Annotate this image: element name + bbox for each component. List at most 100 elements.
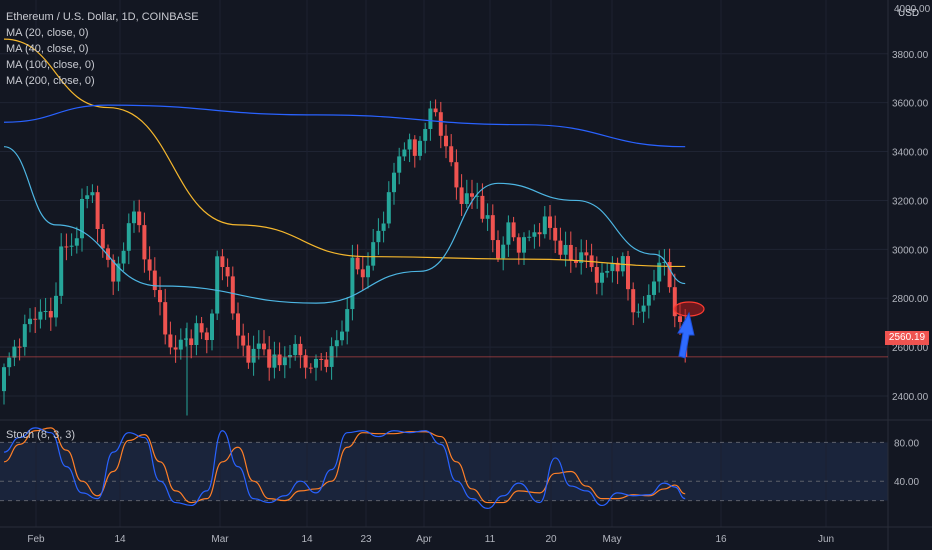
price-tick-label: 3400.00 bbox=[892, 148, 929, 159]
candle-body bbox=[189, 338, 194, 346]
candle-body bbox=[230, 276, 235, 314]
price-tick-label: 3600.00 bbox=[892, 99, 929, 110]
candle-body bbox=[64, 246, 69, 248]
candle-body bbox=[282, 357, 287, 366]
candle-body bbox=[360, 269, 365, 278]
candle-body bbox=[210, 313, 214, 341]
candle-body bbox=[433, 108, 438, 113]
candle-body bbox=[667, 262, 672, 288]
candle-body bbox=[314, 358, 318, 368]
candle-body bbox=[376, 230, 381, 243]
time-tick-label: Jun bbox=[818, 534, 834, 545]
price-tick-label: 3000.00 bbox=[892, 245, 929, 256]
legend-ma100[interactable]: MA (100, close, 0) bbox=[6, 59, 95, 71]
candle-body bbox=[126, 223, 131, 251]
time-tick-label: 14 bbox=[301, 534, 313, 545]
candle-body bbox=[298, 343, 303, 356]
candle-body bbox=[241, 335, 246, 346]
price-tick-label: 4000.00 bbox=[894, 4, 931, 15]
candle-body bbox=[33, 318, 38, 320]
legend-ma20[interactable]: MA (20, close, 0) bbox=[6, 27, 89, 39]
candle-body bbox=[225, 267, 230, 277]
time-tick-label: 11 bbox=[485, 534, 496, 545]
candle-body bbox=[324, 359, 329, 367]
time-tick-label: 23 bbox=[360, 534, 372, 545]
candle-body bbox=[340, 331, 344, 341]
stoch-band bbox=[0, 442, 888, 501]
candle-body bbox=[428, 108, 433, 129]
candle-body bbox=[522, 237, 526, 253]
candle-body bbox=[449, 146, 454, 163]
candle-body bbox=[444, 135, 448, 147]
candle-body bbox=[147, 259, 152, 271]
candle-body bbox=[475, 195, 480, 197]
candle-body bbox=[43, 311, 48, 313]
candle-body bbox=[7, 357, 12, 368]
time-tick-label: Mar bbox=[211, 534, 229, 545]
symbol-title[interactable]: Ethereum / U.S. Dollar, 1D, COINBASE bbox=[6, 11, 199, 23]
candle-body bbox=[501, 244, 506, 259]
candle-body bbox=[236, 313, 240, 336]
last-price-badge: 2560.19 bbox=[885, 331, 929, 345]
candle-body bbox=[2, 367, 6, 392]
candle-body bbox=[579, 252, 584, 263]
legend-ma40[interactable]: MA (40, close, 0) bbox=[6, 43, 89, 55]
candle-body bbox=[319, 358, 324, 360]
candles bbox=[2, 99, 688, 416]
candle-body bbox=[38, 311, 43, 320]
candle-body bbox=[152, 270, 157, 291]
candle-body bbox=[511, 222, 516, 238]
candle-body bbox=[17, 346, 22, 348]
candle-body bbox=[584, 252, 589, 256]
candle-body bbox=[116, 263, 121, 282]
legend-ma200[interactable]: MA (200, close, 0) bbox=[6, 75, 95, 87]
ma100-line bbox=[3, 38, 686, 268]
price-tick-label: 3800.00 bbox=[892, 50, 929, 61]
candle-body bbox=[490, 215, 495, 241]
candle-body bbox=[288, 355, 292, 358]
stoch-tick-label: 80.00 bbox=[894, 438, 919, 449]
candle-body bbox=[594, 267, 599, 283]
candle-body bbox=[636, 311, 641, 313]
candle-body bbox=[381, 223, 386, 231]
candle-body bbox=[194, 323, 199, 346]
candle-body bbox=[163, 302, 168, 335]
candle-body bbox=[574, 260, 578, 263]
time-tick-label: 20 bbox=[545, 534, 557, 545]
candle-body bbox=[626, 256, 630, 290]
candle-body bbox=[334, 340, 339, 347]
candle-body bbox=[438, 112, 443, 136]
candle-body bbox=[418, 140, 422, 156]
candle-body bbox=[308, 367, 313, 369]
time-tick-label: May bbox=[603, 534, 622, 545]
ma20-line bbox=[3, 104, 686, 148]
stoch-tick-label: 40.00 bbox=[894, 477, 919, 488]
candle-body bbox=[678, 316, 682, 322]
candle-body bbox=[132, 211, 136, 224]
candle-body bbox=[293, 343, 298, 356]
price-tick-label: 2400.00 bbox=[892, 392, 929, 403]
candle-body bbox=[12, 346, 17, 358]
candle-body bbox=[605, 271, 610, 273]
candle-body bbox=[558, 240, 563, 255]
time-tick-label: Apr bbox=[416, 534, 432, 545]
candle-body bbox=[256, 343, 261, 349]
candle-body bbox=[251, 348, 256, 363]
candle-body bbox=[610, 262, 615, 272]
candle-body bbox=[662, 262, 667, 264]
annotation-arrow-icon bbox=[677, 311, 695, 359]
candle-body bbox=[537, 232, 542, 235]
candle-body bbox=[69, 245, 74, 247]
candle-body bbox=[652, 281, 656, 295]
price-tick-label: 2800.00 bbox=[892, 294, 929, 305]
stoch-d-line bbox=[3, 427, 686, 504]
candle-body bbox=[95, 192, 100, 229]
candle-body bbox=[402, 149, 407, 157]
candle-body bbox=[506, 222, 511, 245]
candle-body bbox=[303, 355, 308, 368]
stoch-legend[interactable]: Stoch (8, 3, 3) bbox=[6, 429, 76, 441]
candle-body bbox=[158, 290, 162, 303]
candle-body bbox=[615, 262, 620, 272]
candle-body bbox=[563, 244, 568, 255]
